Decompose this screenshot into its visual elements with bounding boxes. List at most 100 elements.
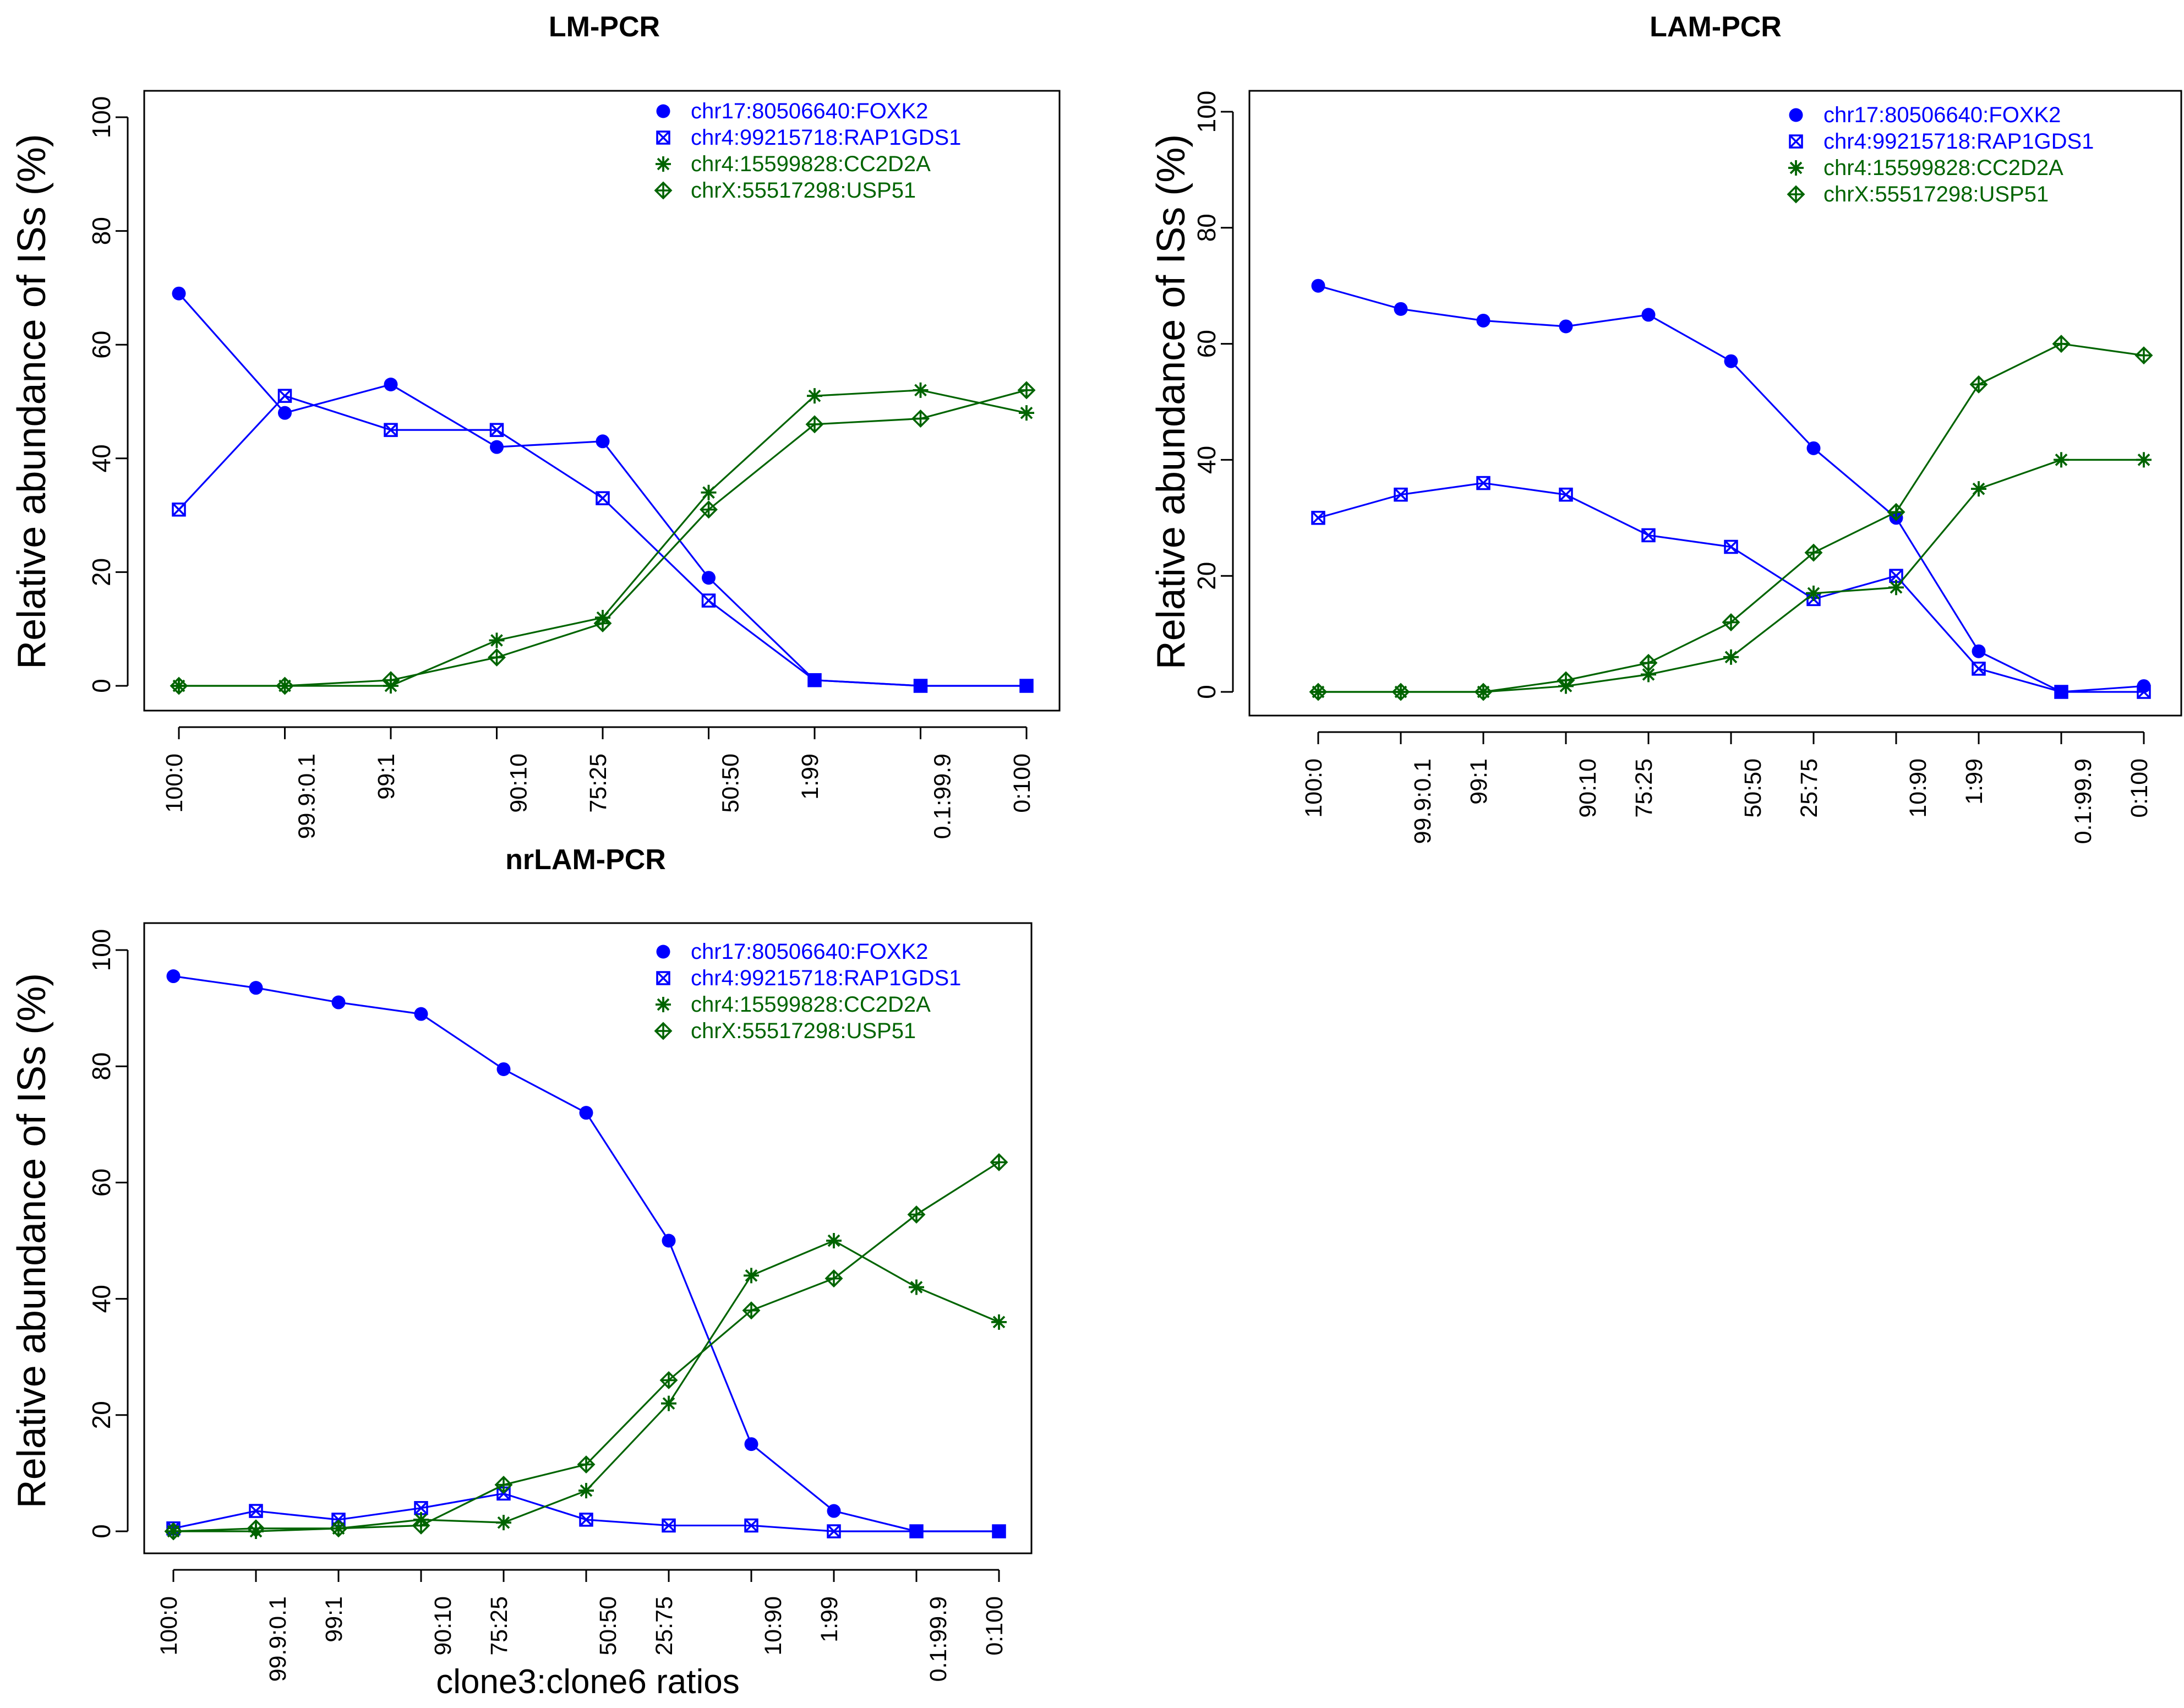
- y-tick-label: 0: [1192, 685, 1221, 699]
- x-tick-label: 0.1:99.9: [925, 1596, 952, 1682]
- data-point-box: [277, 389, 292, 403]
- legend-marker-box: [656, 130, 670, 145]
- data-point: [166, 969, 181, 984]
- data-point: [2137, 685, 2151, 699]
- y-tick-label: 60: [1192, 330, 1221, 358]
- data-point: [277, 389, 292, 403]
- x-tick-label: 0:100: [2126, 758, 2153, 818]
- legend-marker: [1787, 185, 1805, 204]
- data-point: [1641, 528, 1656, 543]
- y-tick-label: 100: [87, 96, 116, 139]
- data-point-cross: [702, 593, 716, 608]
- data-point: [1724, 539, 1738, 554]
- data-point: [991, 1314, 1007, 1330]
- x-tick-label: 50:50: [595, 1596, 621, 1656]
- data-point-cross: [662, 1519, 676, 1532]
- data-point: [1309, 683, 1328, 701]
- data-point: [164, 1522, 183, 1541]
- data-point: [496, 1062, 511, 1076]
- x-axis-label: clone3:clone6 ratios: [436, 1663, 739, 1701]
- series-diamplus: [170, 381, 1036, 695]
- data-point-cross: [1476, 476, 1490, 490]
- y-tick-label: 0: [87, 679, 116, 693]
- x-tick-label: 50:50: [718, 754, 744, 813]
- data-point: [1394, 302, 1408, 316]
- series-line: [1318, 342, 2144, 693]
- data-point-box: [2137, 685, 2151, 699]
- data-point-cross: [1972, 662, 1986, 676]
- x-tick-label: 50:50: [1740, 758, 1766, 818]
- data-point: [907, 1205, 926, 1224]
- data-point-box: [249, 1504, 263, 1518]
- x-tick-label: 10:90: [760, 1596, 787, 1656]
- data-point-box: [913, 679, 928, 693]
- y-tick-label: 80: [87, 217, 116, 245]
- data-point: [490, 440, 504, 454]
- data-point: [1887, 503, 1905, 521]
- data-point: [1804, 543, 1823, 562]
- data-point: [1017, 381, 1036, 400]
- series-dot: [166, 969, 1006, 1538]
- legend-label: chr4:15599828:CC2D2A: [1823, 156, 2063, 180]
- data-point-cross: [807, 673, 822, 687]
- data-point-box: [384, 423, 398, 437]
- data-point-cross: [579, 1513, 593, 1527]
- data-point: [661, 1395, 676, 1411]
- data-point-cross: [278, 389, 292, 403]
- x-tick-label: 90:10: [430, 1596, 456, 1656]
- legend-marker-cross: [1789, 134, 1803, 149]
- series-star: [166, 1233, 1007, 1539]
- data-point: [1723, 649, 1739, 665]
- data-point: [249, 1504, 263, 1518]
- y-tick-label: 40: [87, 444, 116, 472]
- data-point-cross: [744, 1519, 758, 1532]
- legend-label: chrX:55517298:USP51: [691, 178, 916, 203]
- legend-marker: [656, 971, 670, 985]
- x-axis: 100:0 99.9:0.1 99:1 90:10 75:25 50:50 1:99 0.1:…: [161, 726, 1035, 839]
- data-point-box: [489, 423, 504, 437]
- data-point: [381, 671, 400, 690]
- x-axis: 100:0 99.9:0.1 99:1 90:10 75:25 50:50 25:75 10:…: [1301, 731, 2153, 844]
- data-point: [2052, 335, 2071, 353]
- legend: chr17:80506640:FOXK2chr4:99215718:RAP1GD…: [654, 940, 961, 1043]
- data-point: [331, 995, 346, 1009]
- y-tick-label: 0: [87, 1524, 116, 1538]
- legend-label: chrX:55517298:USP51: [1823, 182, 2049, 206]
- data-point: [700, 500, 718, 519]
- x-tick-label: 0:100: [981, 1596, 1008, 1656]
- y-tick-label: 100: [87, 929, 116, 972]
- data-point: [701, 593, 716, 608]
- data-point-cross: [384, 423, 398, 437]
- data-point: [744, 1518, 758, 1533]
- data-point: [384, 423, 398, 437]
- data-point-cross: [909, 1524, 924, 1538]
- data-point-cross: [1019, 679, 1034, 693]
- series-star: [171, 382, 1034, 694]
- data-point-cross: [1641, 528, 1656, 542]
- legend-marker: [656, 945, 670, 959]
- data-point-cross: [596, 491, 610, 505]
- data-point-cross: [914, 679, 927, 693]
- data-point: [909, 1279, 924, 1295]
- data-point: [1557, 671, 1575, 690]
- legend-marker: [654, 181, 673, 200]
- data-point: [911, 410, 930, 428]
- data-point: [659, 1371, 678, 1389]
- data-point: [744, 1268, 759, 1284]
- data-point: [329, 1519, 348, 1538]
- x-tick-label: 100:0: [161, 754, 188, 813]
- data-point-box: [1641, 528, 1656, 543]
- data-point-box: [701, 593, 716, 608]
- data-point: [1969, 375, 1988, 394]
- chart-title: nrLAM-PCR: [505, 844, 666, 876]
- legend-label: chr4:99215718:RAP1GDS1: [691, 966, 961, 990]
- data-point: [913, 679, 928, 693]
- data-point: [596, 491, 610, 505]
- legend-label: chr4:99215718:RAP1GDS1: [691, 125, 961, 150]
- x-tick-label: 99:1: [321, 1596, 347, 1642]
- legend-marker-box: [656, 971, 670, 985]
- y-axis-label: Relative abundance of ISs (%): [1149, 134, 1193, 670]
- y-tick-label: 40: [87, 1285, 116, 1313]
- data-point: [827, 1504, 841, 1518]
- data-point-cross: [827, 1524, 841, 1538]
